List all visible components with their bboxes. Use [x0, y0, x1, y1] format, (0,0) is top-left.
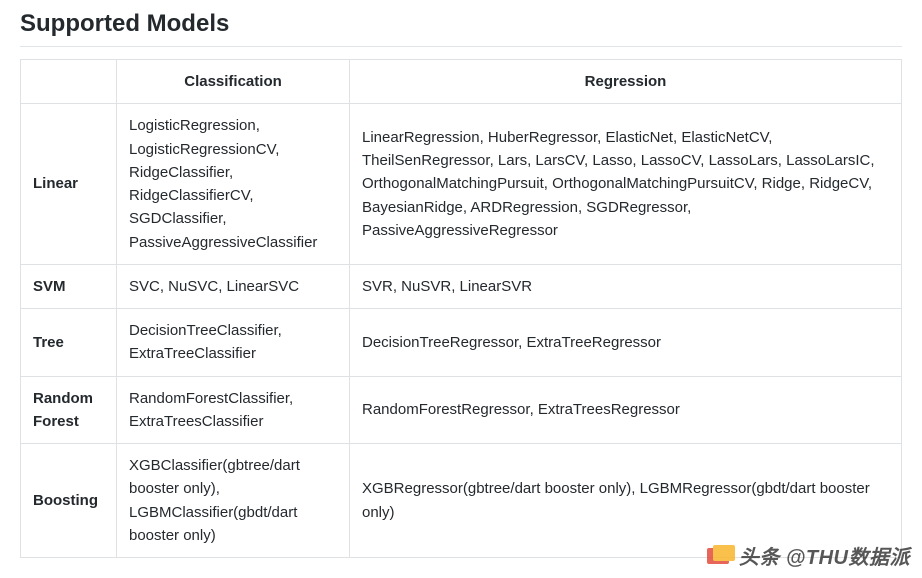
cell-svm-regression: SVR, NuSVR, LinearSVR — [350, 264, 902, 308]
row-header-svm: SVM — [21, 264, 117, 308]
table-row: Tree DecisionTreeClassifier, ExtraTreeCl… — [21, 309, 902, 377]
table-row: Linear LogisticRegression, LogisticRegre… — [21, 104, 902, 265]
supported-models-table: Classification Regression Linear Logisti… — [20, 59, 902, 558]
row-header-tree: Tree — [21, 309, 117, 377]
table-row: Boosting XGBClassifier(gbtree/dart boost… — [21, 444, 902, 558]
cell-linear-classification: LogisticRegression, LogisticRegressionCV… — [117, 104, 350, 265]
cell-tree-regression: DecisionTreeRegressor, ExtraTreeRegresso… — [350, 309, 902, 377]
cell-svm-classification: SVC, NuSVC, LinearSVC — [117, 264, 350, 308]
row-header-boosting: Boosting — [21, 444, 117, 558]
table-header-row: Classification Regression — [21, 60, 902, 104]
cell-boosting-regression: XGBRegressor(gbtree/dart booster only), … — [350, 444, 902, 558]
cell-random-forest-regression: RandomForestRegressor, ExtraTreesRegress… — [350, 376, 902, 444]
cell-linear-regression: LinearRegression, HuberRegressor, Elasti… — [350, 104, 902, 265]
table-row: SVM SVC, NuSVC, LinearSVC SVR, NuSVR, Li… — [21, 264, 902, 308]
row-header-linear: Linear — [21, 104, 117, 265]
cell-random-forest-classification: RandomForestClassifier, ExtraTreesClassi… — [117, 376, 350, 444]
section-heading: Supported Models — [20, 10, 902, 47]
column-header-classification: Classification — [117, 60, 350, 104]
table-corner-cell — [21, 60, 117, 104]
table-row: Random Forest RandomForestClassifier, Ex… — [21, 376, 902, 444]
column-header-regression: Regression — [350, 60, 902, 104]
row-header-random-forest: Random Forest — [21, 376, 117, 444]
cell-boosting-classification: XGBClassifier(gbtree/dart booster only),… — [117, 444, 350, 558]
cell-tree-classification: DecisionTreeClassifier, ExtraTreeClassif… — [117, 309, 350, 377]
